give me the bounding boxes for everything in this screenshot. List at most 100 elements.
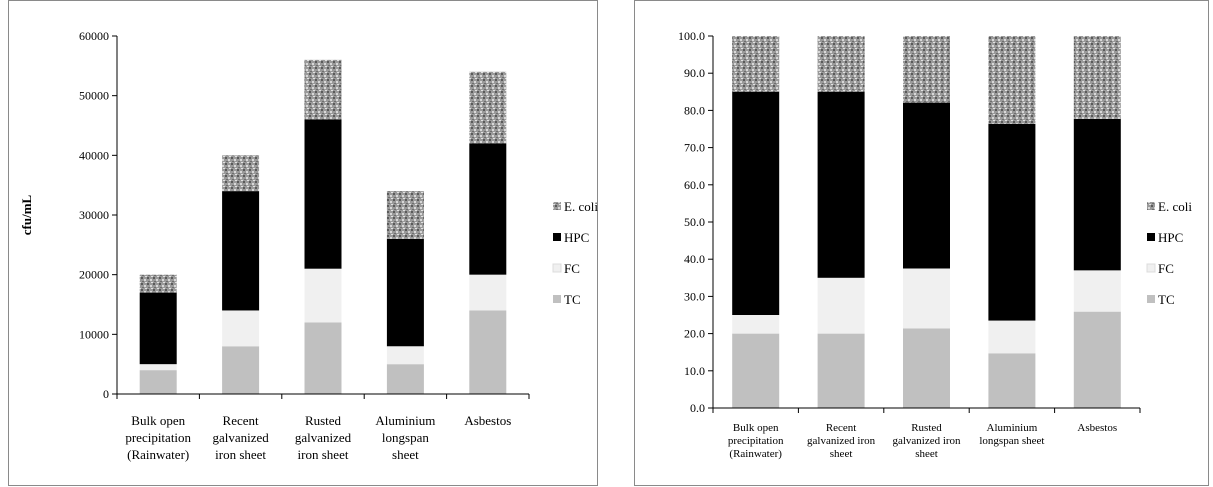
category-label: Bulk open: [131, 413, 185, 428]
y-tick-label: 50.0: [684, 215, 705, 229]
y-tick-label: 20.0: [684, 327, 705, 341]
bar-segment-e-coli: [469, 71, 507, 144]
y-tick-label: 40.0: [684, 252, 705, 266]
legend-label: FC: [1158, 261, 1174, 276]
category-label: Bulk open: [733, 422, 779, 434]
bar-segment-e-coli: [903, 36, 950, 103]
y-tick-label: 90.0: [684, 66, 705, 80]
y-tick-label: 10000: [79, 327, 109, 341]
bar-segment-fc: [732, 315, 780, 334]
category-label: galvanized iron: [807, 435, 876, 447]
category-label: precipitation: [125, 430, 191, 445]
bar-segment-hpc: [1073, 118, 1121, 271]
bar-segment-e-coli: [386, 191, 424, 239]
bar-segment-fc: [988, 320, 1036, 354]
y-tick-label: 60.0: [684, 178, 705, 192]
y-tick-label: 80.0: [684, 103, 705, 117]
legend-swatch: [553, 295, 561, 303]
legend-label: FC: [564, 261, 580, 276]
bar-segment-hpc: [139, 292, 177, 365]
category-label: sheet: [830, 448, 853, 460]
legend-swatch: [1147, 233, 1155, 241]
bar-segment-hpc: [988, 123, 1036, 321]
category-label: longspan sheet: [979, 435, 1044, 447]
bar-segment-e-coli: [988, 36, 1036, 124]
category-label: precipitation: [728, 435, 784, 447]
bar-segment-tc: [1073, 311, 1121, 408]
bar-segment-hpc: [469, 143, 507, 275]
category-label: galvanized: [295, 430, 352, 445]
bar-segment-fc: [304, 268, 342, 323]
category-label: Rusted: [305, 413, 342, 428]
legend-label: HPC: [1158, 230, 1183, 245]
y-tick-label: 0.0: [690, 401, 705, 415]
category-label: iron sheet: [298, 447, 349, 462]
bar-segment-e-coli: [139, 274, 177, 293]
category-label: iron sheet: [215, 447, 266, 462]
bar-segment-e-coli: [304, 59, 342, 120]
legend-swatch: [553, 202, 561, 210]
bar-segment-tc: [469, 310, 507, 394]
category-label: Aluminium: [987, 422, 1038, 434]
y-tick-label: 0: [103, 387, 109, 401]
bar-segment-hpc: [732, 91, 780, 315]
bar-segment-fc: [469, 274, 507, 311]
bar-segment-e-coli: [817, 36, 865, 92]
chart-absolute-counts: cfu/mL 0 10000 20000 30000 40000 50000 60000 Bul…: [19, 29, 598, 462]
bar-segment-fc: [222, 310, 260, 347]
legend-swatch: [552, 263, 562, 273]
bar-segment-fc: [386, 346, 424, 365]
y-tick-label: 30.0: [684, 289, 705, 303]
y-axis-label: cfu/mL: [19, 194, 34, 235]
bar-segment-tc: [988, 353, 1036, 408]
bar-segment-hpc: [903, 102, 950, 269]
y-tick-label: 20000: [79, 268, 109, 282]
y-tick-label: 100.0: [678, 29, 705, 43]
bar-segment-tc: [817, 333, 865, 408]
chart-panel-percent: 0.0 10.0 20.0 30.0 40.0 50.0 60.0 70.0 80.0 90.0 1…: [634, 0, 1209, 486]
category-label: Recent: [826, 422, 857, 434]
legend-swatch: [1147, 295, 1155, 303]
y-tick-label: 40000: [79, 148, 109, 162]
bar-segment-fc: [139, 364, 177, 371]
bar-segment-tc: [903, 328, 950, 408]
bar-segment-e-coli: [732, 36, 780, 92]
bar-segment-fc: [1073, 270, 1121, 312]
category-label: Aluminium: [375, 413, 435, 428]
category-label: sheet: [915, 448, 938, 460]
bar-segment-tc: [222, 346, 260, 394]
bar-segment-fc: [817, 277, 865, 334]
chart-panel-absolute: cfu/mL 0 10000 20000 30000 40000 50000 60000 Bul…: [8, 0, 598, 486]
bar-segment-e-coli: [1073, 36, 1121, 119]
legend-swatch: [1146, 263, 1156, 273]
bar-segment-hpc: [817, 91, 865, 278]
category-label: Asbestos: [1077, 422, 1117, 434]
category-label: Asbestos: [464, 413, 511, 428]
bar-segment-hpc: [222, 191, 260, 311]
legend-swatch: [553, 233, 561, 241]
y-tick-label: 10.0: [684, 364, 705, 378]
legend-label: E. coli: [564, 199, 598, 214]
bar-segment-tc: [732, 333, 780, 408]
legend-label: TC: [1158, 292, 1175, 307]
category-label: galvanized iron: [892, 435, 961, 447]
legend-swatch: [1147, 202, 1155, 210]
y-tick-label: 50000: [79, 89, 109, 103]
y-tick-label: 30000: [79, 208, 109, 222]
legend-label: TC: [564, 292, 581, 307]
category-label: (Rainwater): [127, 447, 189, 462]
category-label: galvanized: [212, 430, 269, 445]
bar-segment-fc: [903, 268, 950, 329]
y-tick-label: 70.0: [684, 141, 705, 155]
category-label: (Rainwater): [729, 448, 782, 460]
bar-segment-e-coli: [222, 155, 260, 192]
chart-percent-composition: 0.0 10.0 20.0 30.0 40.0 50.0 60.0 70.0 80.0 90.0 1…: [678, 29, 1192, 460]
category-label: sheet: [392, 447, 419, 462]
legend-label: HPC: [564, 230, 589, 245]
bar-segment-tc: [304, 322, 342, 394]
category-label: Recent: [223, 413, 259, 428]
category-label: Rusted: [911, 422, 942, 434]
bar-segment-hpc: [304, 119, 342, 269]
y-tick-label: 60000: [79, 29, 109, 43]
category-label: longspan: [382, 430, 429, 445]
